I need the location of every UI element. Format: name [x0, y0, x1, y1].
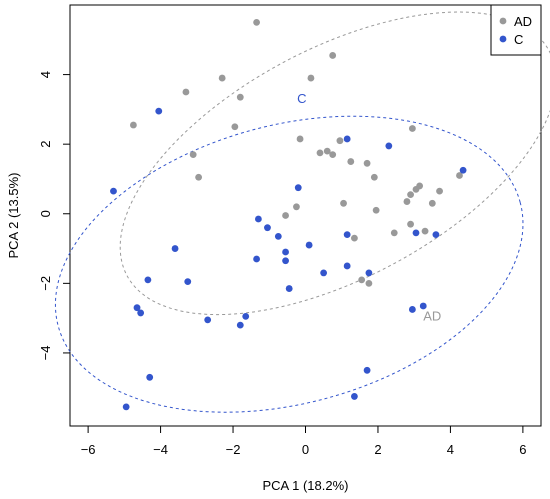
point-c: [408, 306, 416, 313]
point-c: [184, 278, 192, 286]
point-ad: [293, 203, 300, 211]
point-ad: [403, 198, 411, 205]
x-tick-label: 6: [519, 442, 526, 457]
point-c: [137, 309, 145, 317]
x-tick-label: −2: [226, 442, 241, 457]
point-c: [419, 302, 427, 310]
point-c: [343, 135, 351, 143]
legend-label-c: C: [514, 32, 523, 47]
legend-box: [490, 4, 542, 56]
point-c: [242, 313, 250, 320]
y-tick-label: 4: [38, 71, 53, 78]
ellipse-ad: [119, 11, 550, 316]
point-ad: [282, 212, 289, 219]
y-tick-label: −2: [38, 276, 53, 291]
point-ad: [182, 88, 190, 96]
x-axis: −6 −4 −2 0 2 4 6: [81, 426, 527, 457]
point-c: [133, 304, 141, 312]
point-c: [282, 257, 289, 265]
point-ad: [253, 18, 260, 26]
point-ad: [428, 199, 436, 207]
plot-area-frame: [69, 4, 542, 427]
point-ad: [236, 93, 244, 101]
point-ad: [408, 125, 416, 132]
point-c: [351, 393, 358, 400]
point-c: [110, 187, 117, 195]
point-c: [285, 285, 293, 292]
point-c: [320, 269, 328, 277]
legend-label-ad: AD: [514, 14, 532, 29]
point-c: [144, 276, 152, 284]
point-c: [412, 229, 420, 237]
point-c: [363, 366, 371, 374]
point-ad: [340, 199, 347, 207]
point-c: [459, 166, 467, 174]
point-c: [343, 231, 351, 239]
x-tick-label: −6: [81, 442, 96, 457]
point-c: [365, 269, 373, 277]
point-ad: [436, 187, 443, 195]
y-axis-title: PCA 2 (13.5%): [6, 173, 21, 259]
y-tick-label: −4: [38, 346, 53, 361]
point-c: [274, 232, 282, 240]
point-c: [432, 231, 440, 239]
point-c: [282, 248, 289, 256]
point-ad: [407, 191, 414, 199]
point-c: [305, 241, 313, 249]
point-ad: [296, 135, 304, 143]
point-c: [385, 142, 393, 150]
point-c: [294, 184, 302, 192]
ellipse-label-c: C: [297, 91, 306, 106]
point-ad: [195, 173, 203, 181]
y-axis: −4 −2 0 2 4: [38, 71, 70, 360]
point-ad: [130, 121, 137, 129]
point-ad: [421, 227, 429, 235]
point-ad: [351, 234, 358, 242]
point-ad: [370, 173, 378, 181]
point-ad: [218, 74, 226, 82]
x-tick-label: −4: [153, 442, 168, 457]
point-c: [264, 224, 271, 232]
point-ad: [323, 147, 331, 155]
legend: AD C: [490, 4, 542, 56]
point-ad: [307, 74, 315, 82]
point-c: [343, 262, 351, 270]
ellipse-label-ad: AD: [423, 308, 441, 323]
point-ad: [372, 206, 380, 214]
legend-marker-ad: [499, 17, 507, 25]
point-ad: [347, 158, 355, 165]
point-c: [155, 107, 163, 115]
point-c: [255, 215, 262, 223]
y-tick-label: 0: [38, 210, 53, 217]
point-ad: [390, 229, 398, 237]
y-tick-label: 2: [38, 141, 53, 148]
legend-marker-c: [499, 35, 507, 43]
point-ad: [365, 279, 373, 287]
point-ad: [329, 52, 337, 59]
confidence-ellipses: AD C: [54, 11, 550, 413]
point-c: [122, 403, 130, 411]
point-ad: [329, 151, 337, 159]
point-ad: [336, 137, 344, 145]
point-ad: [189, 151, 197, 159]
ellipse-c: [54, 115, 524, 413]
point-c: [253, 255, 260, 263]
point-ad: [316, 149, 324, 157]
point-ad: [231, 123, 239, 131]
point-ad: [407, 220, 414, 228]
point-c: [204, 316, 212, 324]
point-ad: [416, 182, 424, 190]
point-c: [236, 321, 244, 329]
x-tick-label: 2: [374, 442, 381, 457]
point-ad: [456, 172, 463, 179]
data-points: [110, 18, 467, 411]
point-c: [146, 373, 154, 381]
point-c: [171, 245, 179, 252]
point-ad: [363, 159, 371, 167]
x-tick-label: 4: [447, 442, 454, 457]
x-tick-label: 0: [302, 442, 309, 457]
x-axis-title: PCA 1 (18.2%): [263, 478, 349, 493]
point-ad: [358, 276, 366, 284]
